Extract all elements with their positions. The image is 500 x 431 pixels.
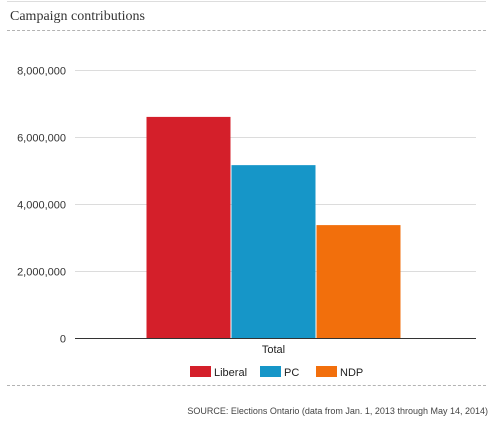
chart-title: Campaign contributions bbox=[10, 9, 145, 24]
source-note: SOURCE: Elections Ontario (data from Jan… bbox=[187, 406, 488, 416]
y-tick-label: 4,000,000 bbox=[17, 200, 66, 212]
legend-swatch-liberal bbox=[190, 366, 211, 377]
y-tick-label: 2,000,000 bbox=[17, 267, 66, 279]
bar-liberal bbox=[146, 116, 231, 339]
legend-swatch-pc bbox=[260, 366, 281, 377]
y-tick-label: 0 bbox=[60, 334, 66, 346]
legend-label-ndp: NDP bbox=[340, 367, 363, 379]
y-tick-label: 6,000,000 bbox=[17, 133, 66, 145]
bar-pc bbox=[231, 165, 316, 338]
bars bbox=[146, 116, 401, 339]
legend: Liberal PC NDP bbox=[190, 366, 363, 379]
legend-label-liberal: Liberal bbox=[214, 367, 247, 379]
y-axis: 0 2,000,000 4,000,000 6,000,000 8,000,000 bbox=[17, 66, 66, 346]
x-tick-label: Total bbox=[262, 344, 285, 356]
footer-divider bbox=[7, 385, 486, 386]
legend-label-pc: PC bbox=[284, 367, 299, 379]
legend-swatch-ndp bbox=[316, 366, 337, 377]
bar-ndp bbox=[316, 225, 401, 338]
title-divider bbox=[7, 30, 486, 31]
top-border bbox=[7, 1, 486, 2]
x-axis: Total bbox=[262, 344, 285, 356]
y-tick-label: 8,000,000 bbox=[17, 66, 66, 78]
